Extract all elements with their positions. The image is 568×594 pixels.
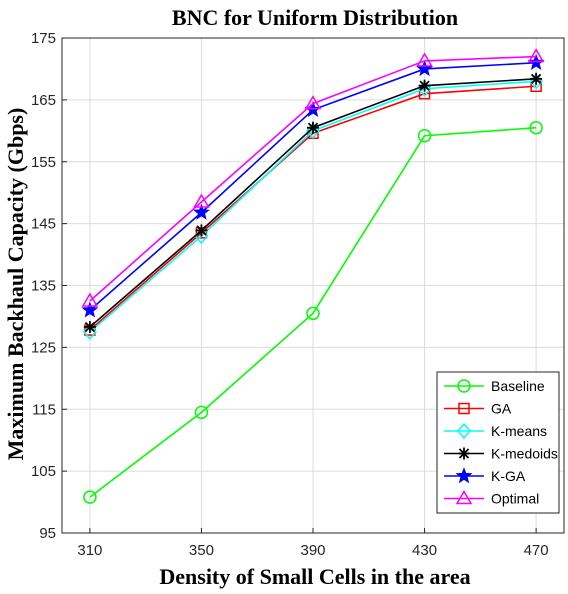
- y-tick-label: 125: [31, 339, 56, 356]
- legend-entry: K-medoids: [444, 446, 558, 462]
- legend-marker: [457, 422, 471, 440]
- asterisk-stroke: [84, 321, 96, 333]
- legend-label: K-GA: [491, 468, 526, 484]
- legend-entry: Baseline: [444, 378, 545, 394]
- legend-marker: [457, 379, 471, 393]
- data-point: [307, 121, 319, 134]
- x-tick-label: 350: [189, 542, 214, 559]
- legend-label: K-medoids: [491, 446, 558, 462]
- x-axis-label: Density of Small Cells in the area: [159, 564, 470, 589]
- axes: [61, 37, 565, 534]
- series-optimal: [81, 48, 545, 307]
- chart-title: BNC for Uniform Distribution: [172, 5, 458, 30]
- data-point: [417, 129, 432, 143]
- data-point: [306, 306, 320, 321]
- asterisk-stroke: [458, 448, 470, 459]
- y-tick-label: 175: [31, 30, 56, 47]
- legend-label: Baseline: [491, 378, 545, 394]
- legend-marker: [455, 467, 473, 484]
- y-tick-label: 115: [32, 401, 56, 418]
- legend-entry: GA: [444, 401, 512, 417]
- data-point: [193, 193, 210, 208]
- legend-entry: Optimal: [444, 490, 539, 507]
- y-axis-label: Maximum Backhaul Capacity (Gbps): [3, 108, 28, 461]
- legend-marker: [455, 490, 473, 505]
- y-tick-label: 165: [31, 92, 56, 109]
- legend-entry: K-means: [444, 422, 547, 440]
- data-point: [192, 203, 210, 220]
- data-point: [81, 301, 99, 318]
- asterisk-stroke: [419, 80, 430, 91]
- data-point: [529, 120, 543, 135]
- data-point: [82, 323, 97, 341]
- plot-frame: [61, 37, 565, 534]
- legend-label: K-means: [491, 423, 547, 439]
- data-point: [195, 224, 208, 237]
- series-line: [89, 55, 537, 302]
- y-tick-label: 145: [31, 216, 56, 233]
- series-layer: [81, 48, 545, 504]
- legend: Baseline GA K-means K-medoids K-GA Optimal: [436, 371, 560, 514]
- series-line: [89, 126, 537, 498]
- data-point: [81, 292, 99, 307]
- data-point: [416, 52, 433, 67]
- data-point: [83, 490, 97, 504]
- data-point: [194, 405, 209, 420]
- legend-entry: K-GA: [444, 467, 526, 484]
- data-point: [530, 72, 543, 85]
- grid: [62, 37, 564, 534]
- asterisk-stroke: [530, 73, 542, 84]
- legend-marker: [458, 402, 470, 415]
- legend-marker: [458, 447, 470, 460]
- data-point: [527, 48, 545, 63]
- series-baseline: [83, 120, 543, 504]
- legend-label: GA: [491, 401, 512, 417]
- legend-label: Optimal: [491, 491, 539, 507]
- y-tick-label: 155: [31, 154, 56, 171]
- x-tick-label: 390: [300, 542, 325, 559]
- asterisk-stroke: [196, 225, 207, 236]
- asterisk-stroke: [307, 122, 319, 133]
- y-tick-label: 135: [31, 278, 56, 295]
- series-k-medoids: [83, 72, 543, 333]
- y-tick-label: 95: [39, 525, 56, 542]
- data-point: [418, 79, 431, 92]
- legend-box: [436, 371, 560, 514]
- y-tick-label: 105: [31, 463, 56, 480]
- data-point: [83, 320, 96, 333]
- tick-labels: 310 350 390 430 470 95 105 115 125 135 145 155 165 17…: [31, 30, 549, 559]
- x-tick-label: 310: [77, 542, 102, 559]
- data-point: [304, 95, 322, 110]
- x-tick-label: 430: [412, 542, 437, 559]
- x-tick-label: 470: [524, 542, 549, 559]
